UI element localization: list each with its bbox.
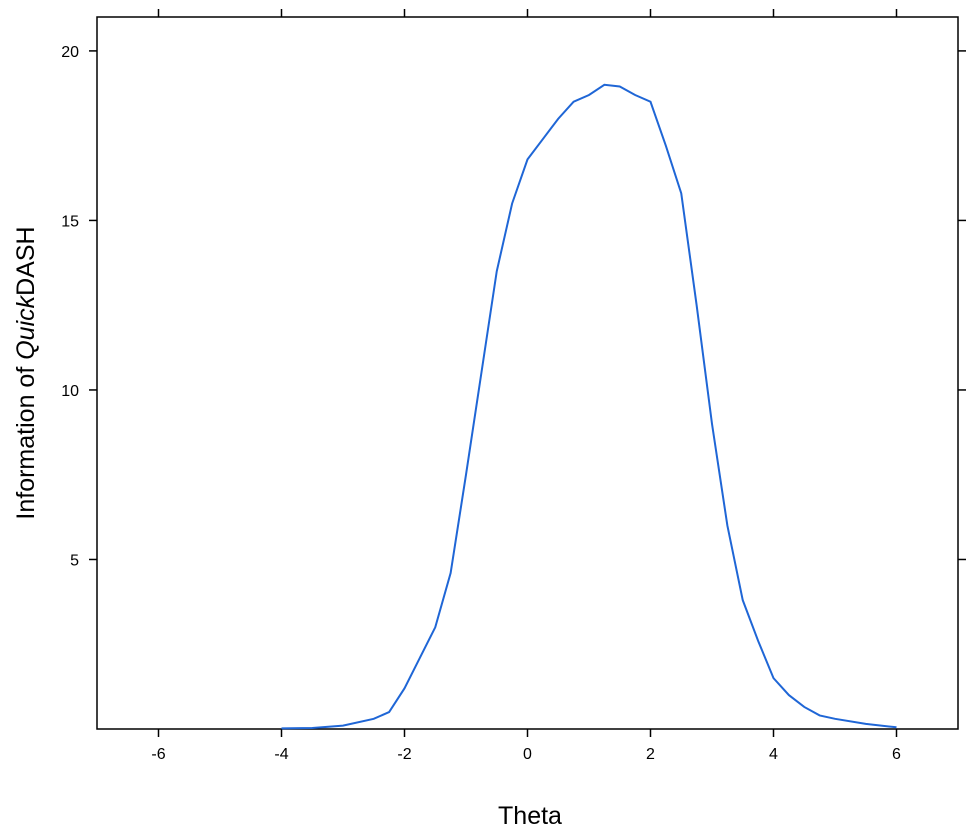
x-tick-label: -2 <box>397 746 411 763</box>
plot-frame <box>96 16 959 730</box>
y-tick-label: 20 <box>61 44 79 61</box>
x-tick-label: 0 <box>523 746 532 763</box>
y-label-part: Quick <box>12 294 40 359</box>
x-tick-label: 2 <box>646 746 655 763</box>
y-tick-label: 15 <box>61 213 79 230</box>
y-axis-label: Information of QuickDASH <box>12 226 40 519</box>
y-tick-label: 10 <box>61 383 79 400</box>
y-label-part: Information of <box>12 360 40 520</box>
y-label-part: DASH <box>12 226 40 295</box>
x-tick-label: -6 <box>151 746 165 763</box>
data-line <box>281 83 897 730</box>
x-tick-label: -4 <box>274 746 288 763</box>
x-axis-label: Theta <box>498 802 562 830</box>
x-tick-label: 4 <box>769 746 778 763</box>
x-tick-label: 6 <box>892 746 901 763</box>
y-tick-label: 5 <box>70 552 79 569</box>
